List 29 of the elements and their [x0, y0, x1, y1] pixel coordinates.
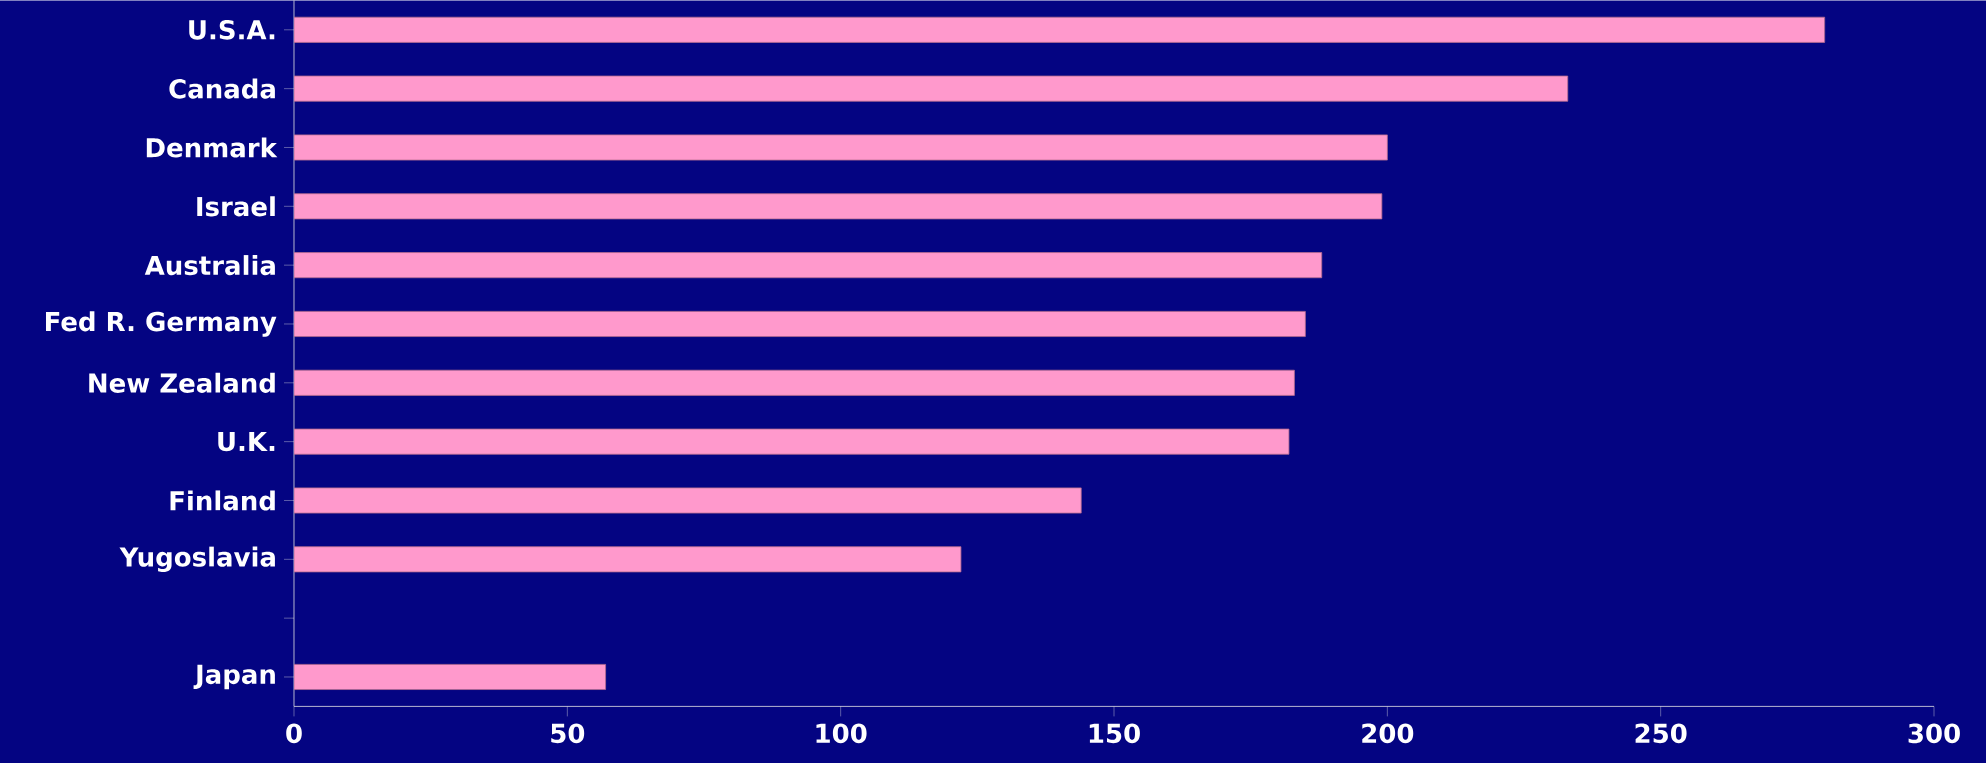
bar — [294, 310, 1306, 337]
bar — [294, 251, 1323, 278]
x-tick-label: 0 — [286, 723, 302, 743]
y-tick-label: Denmark — [146, 137, 278, 158]
x-tick-label: 150 — [1089, 723, 1140, 743]
y-tick-label: Finland — [170, 490, 275, 511]
bar — [294, 546, 962, 573]
bar — [294, 428, 1290, 455]
x-tick-label: 300 — [1908, 723, 1960, 743]
y-tick-label: New Zealand — [89, 372, 275, 393]
y-tick-label: Japan — [193, 664, 275, 689]
y-tick-label: U.K. — [218, 431, 275, 452]
bar — [294, 134, 1388, 161]
x-tick-label: 100 — [816, 723, 867, 743]
x-tick-label: 250 — [1635, 723, 1687, 743]
y-tick-label: Yugoslavia — [119, 546, 275, 572]
bar — [294, 663, 607, 690]
bar — [294, 487, 1082, 514]
x-tick-label: 50 — [551, 723, 585, 743]
bar — [294, 193, 1383, 220]
y-tick-label: Canada — [169, 78, 275, 99]
bar — [294, 369, 1295, 396]
y-tick-label: U.S.A. — [189, 19, 275, 40]
y-tick-label: Fed R. Germany — [45, 311, 277, 337]
y-tick-label: Israel — [197, 196, 275, 217]
y-tick-label: Australia — [144, 254, 275, 276]
bar — [294, 16, 1826, 43]
x-tick-label: 200 — [1362, 723, 1414, 743]
bar — [294, 75, 1569, 102]
